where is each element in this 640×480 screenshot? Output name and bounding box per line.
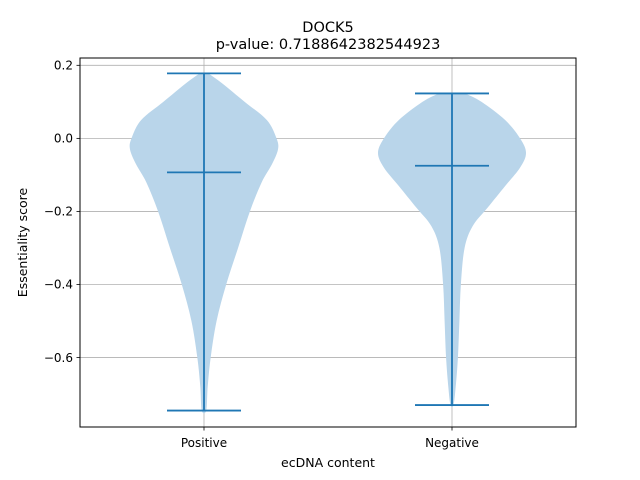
x-axis-label: ecDNA content	[281, 455, 375, 470]
violin-layer	[129, 72, 526, 414]
y-axis-label: Essentiality score	[15, 188, 30, 298]
y-tick-label: −0.4	[44, 278, 73, 292]
x-tick-label: Negative	[425, 436, 479, 450]
y-tick-label: 0.2	[54, 59, 73, 73]
tick-layer: 0.2 0.0 −0.2 −0.4 −0.6 Positive Negative	[44, 59, 479, 450]
chart-title: DOCK5	[302, 20, 353, 36]
y-tick-label: −0.2	[44, 205, 73, 219]
chart-subtitle: p-value: 0.7188642382544923	[216, 37, 441, 53]
plot-frame	[79, 57, 577, 428]
y-tick-label: −0.6	[44, 351, 73, 365]
y-tick-label: 0.0	[54, 132, 73, 146]
x-tick-label: Positive	[181, 436, 227, 450]
